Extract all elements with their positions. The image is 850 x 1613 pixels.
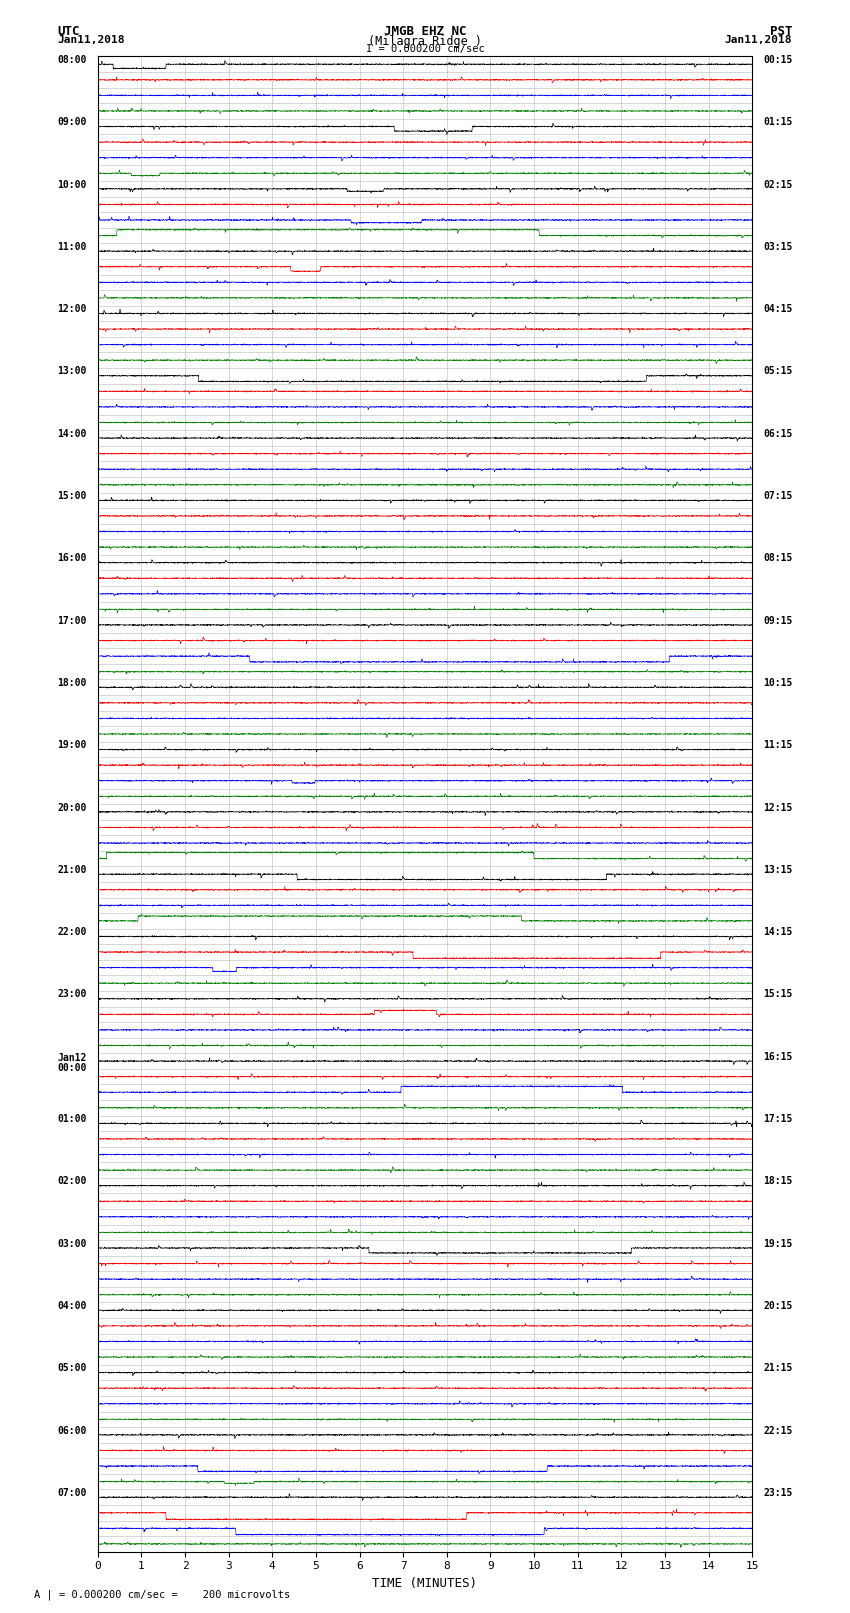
Text: 23:15: 23:15 [763,1487,792,1498]
Text: 13:00: 13:00 [58,366,87,376]
Text: 21:00: 21:00 [58,865,87,874]
Text: I = 0.000200 cm/sec: I = 0.000200 cm/sec [366,44,484,55]
Text: 05:00: 05:00 [58,1363,87,1373]
Text: 10:15: 10:15 [763,677,792,687]
Text: 06:15: 06:15 [763,429,792,439]
Text: PST: PST [770,24,792,39]
Text: 22:00: 22:00 [58,927,87,937]
Text: 19:00: 19:00 [58,740,87,750]
Text: 04:00: 04:00 [58,1302,87,1311]
Text: 04:15: 04:15 [763,305,792,315]
Text: 09:15: 09:15 [763,616,792,626]
Text: 10:00: 10:00 [58,179,87,189]
Text: 16:15: 16:15 [763,1052,792,1061]
Text: 18:15: 18:15 [763,1176,792,1186]
Text: Jan12: Jan12 [58,1053,87,1063]
Text: 14:00: 14:00 [58,429,87,439]
Text: A | = 0.000200 cm/sec =    200 microvolts: A | = 0.000200 cm/sec = 200 microvolts [34,1589,290,1600]
Text: 13:15: 13:15 [763,865,792,874]
Text: 02:00: 02:00 [58,1176,87,1186]
Text: 03:00: 03:00 [58,1239,87,1248]
Text: 22:15: 22:15 [763,1426,792,1436]
Text: 23:00: 23:00 [58,989,87,1000]
Text: 00:15: 00:15 [763,55,792,65]
Text: 17:00: 17:00 [58,616,87,626]
Text: 01:15: 01:15 [763,118,792,127]
Text: 14:15: 14:15 [763,927,792,937]
Text: 12:15: 12:15 [763,803,792,813]
Text: 20:00: 20:00 [58,803,87,813]
Text: JMGB EHZ NC: JMGB EHZ NC [383,24,467,39]
Text: 07:15: 07:15 [763,490,792,502]
Text: Jan11,2018: Jan11,2018 [725,35,792,45]
Text: 09:00: 09:00 [58,118,87,127]
Text: 12:00: 12:00 [58,305,87,315]
Text: UTC: UTC [58,24,80,39]
Text: 00:00: 00:00 [58,1063,87,1073]
Text: 11:15: 11:15 [763,740,792,750]
Text: (Milagra Ridge ): (Milagra Ridge ) [368,35,482,48]
Text: 05:15: 05:15 [763,366,792,376]
Text: 15:15: 15:15 [763,989,792,1000]
Text: Jan11,2018: Jan11,2018 [58,35,125,45]
Text: 16:00: 16:00 [58,553,87,563]
Text: 17:15: 17:15 [763,1115,792,1124]
Text: 02:15: 02:15 [763,179,792,189]
Text: 07:00: 07:00 [58,1487,87,1498]
Text: 08:00: 08:00 [58,55,87,65]
X-axis label: TIME (MINUTES): TIME (MINUTES) [372,1578,478,1590]
Text: 06:00: 06:00 [58,1426,87,1436]
Text: 08:15: 08:15 [763,553,792,563]
Text: 21:15: 21:15 [763,1363,792,1373]
Text: 01:00: 01:00 [58,1115,87,1124]
Text: 19:15: 19:15 [763,1239,792,1248]
Text: 20:15: 20:15 [763,1302,792,1311]
Text: 15:00: 15:00 [58,490,87,502]
Text: 18:00: 18:00 [58,677,87,687]
Text: 11:00: 11:00 [58,242,87,252]
Text: 03:15: 03:15 [763,242,792,252]
